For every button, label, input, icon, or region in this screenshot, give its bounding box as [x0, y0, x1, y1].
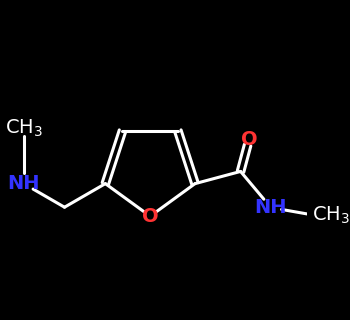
Text: CH$_3$: CH$_3$	[312, 205, 350, 226]
Text: NH: NH	[7, 174, 40, 193]
Text: CH$_3$: CH$_3$	[5, 118, 43, 139]
Text: O: O	[142, 207, 159, 226]
Text: O: O	[241, 130, 258, 149]
Text: NH: NH	[254, 198, 287, 217]
